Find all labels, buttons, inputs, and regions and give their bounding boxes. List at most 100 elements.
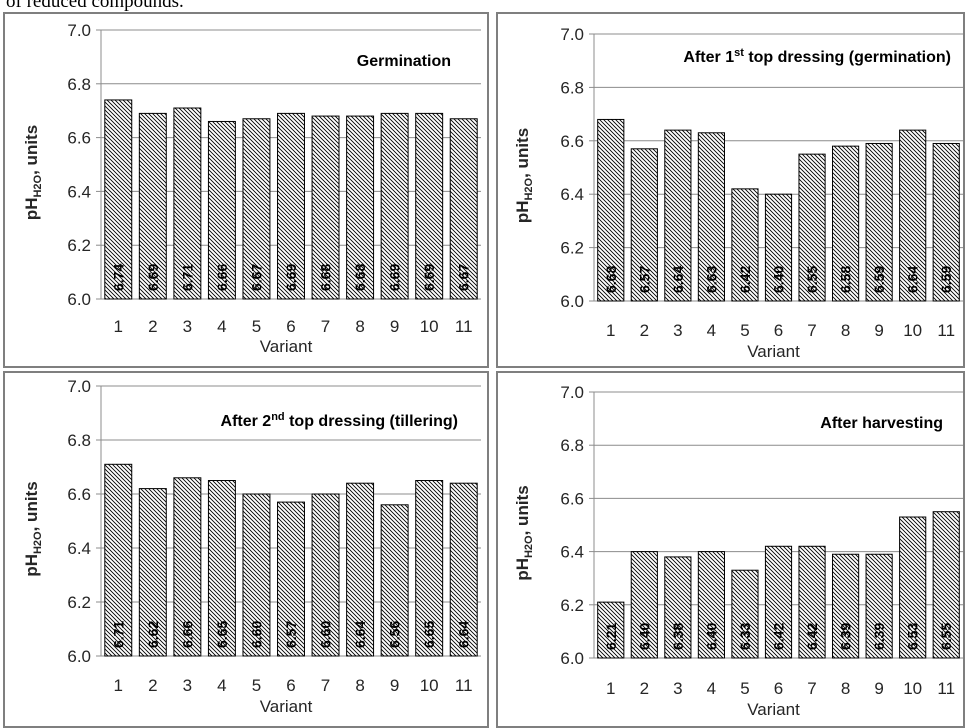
y-tick-label: 6.4: [560, 185, 584, 204]
data-label: 6.62: [145, 621, 161, 648]
data-label: 6.39: [838, 623, 854, 650]
data-label: 6.53: [905, 623, 921, 650]
x-tick-label: 1: [114, 676, 123, 695]
x-tick-label: 11: [937, 321, 955, 340]
chart-title: After 2nd top dressing (tillering): [221, 411, 458, 430]
x-tick-label: 10: [903, 679, 922, 698]
intro-text: of reduced compounds.: [6, 0, 184, 12]
x-tick-label: 8: [841, 321, 850, 340]
bar: [697, 132, 725, 302]
data-label: 6.40: [703, 623, 719, 650]
y-tick-label: 6.8: [67, 431, 91, 450]
data-label: 6.59: [938, 266, 954, 293]
bar: [415, 112, 444, 300]
bar: [380, 504, 409, 657]
y-tick-label: 6.4: [67, 539, 91, 558]
x-tick-label: 1: [606, 679, 615, 698]
bar: [697, 551, 725, 659]
bar: [380, 112, 409, 300]
data-label: 6.39: [871, 623, 887, 650]
chart-title: Germination: [357, 53, 451, 70]
x-tick-label: 2: [148, 676, 157, 695]
x-tick-label: 2: [148, 317, 157, 336]
bar: [449, 118, 478, 300]
bar: [899, 129, 927, 302]
data-label: 6.69: [421, 264, 437, 291]
y-tick-label: 6.0: [67, 290, 91, 309]
data-label: 6.60: [318, 621, 334, 648]
data-label: 6.65: [214, 621, 230, 648]
x-tick-label: 6: [774, 321, 783, 340]
data-label: 6.59: [871, 266, 887, 293]
x-tick-label: 5: [740, 321, 749, 340]
data-label: 6.57: [636, 266, 652, 293]
data-label: 6.33: [737, 623, 753, 650]
x-tick-label: 8: [355, 317, 364, 336]
data-label: 6.66: [214, 264, 230, 291]
chart-svg: 6.0 6.2 6.4 6.6 6.8 7.0 6.21 1 6.40 2 6.38 3 6.40 4 6.…: [513, 383, 963, 719]
bar: [832, 553, 860, 659]
bar: [764, 545, 793, 659]
data-label: 6.65: [421, 621, 437, 648]
bar: [138, 112, 167, 300]
y-tick-label: 6.6: [67, 129, 91, 148]
bar: [346, 482, 375, 657]
data-label: 6.42: [804, 623, 820, 650]
data-label: 6.71: [179, 264, 195, 291]
bar: [597, 118, 625, 302]
x-tick-label: 10: [420, 317, 439, 336]
x-tick-label: 3: [673, 679, 682, 698]
data-label: 6.67: [456, 264, 472, 291]
x-tick-label: 11: [455, 317, 473, 336]
x-tick-label: 1: [114, 317, 123, 336]
chart-after-second-top-dressing: 6.0 6.2 6.4 6.6 6.8 7.0 6.71 1 6.62 2 6.66 3 6.65 4 6.…: [3, 371, 489, 728]
x-axis-title: Variant: [260, 337, 313, 356]
bar: [832, 145, 860, 302]
x-tick-label: 2: [640, 679, 649, 698]
y-tick-label: 6.8: [560, 78, 584, 97]
x-tick-label: 9: [874, 679, 883, 698]
x-axis-title: Variant: [747, 342, 800, 361]
bar: [664, 129, 692, 302]
x-tick-label: 7: [321, 676, 330, 695]
y-axis-title: pHH2O, units: [22, 481, 44, 576]
x-tick-label: 4: [707, 321, 716, 340]
bar: [173, 107, 202, 300]
bar: [899, 516, 927, 659]
data-label: 6.60: [248, 621, 264, 648]
x-tick-label: 9: [390, 676, 399, 695]
y-tick-label: 6.6: [560, 132, 584, 151]
y-tick-label: 6.6: [560, 489, 584, 508]
x-tick-label: 9: [390, 317, 399, 336]
data-label: 6.21: [603, 623, 619, 650]
bar: [311, 115, 340, 300]
y-tick-label: 7.0: [67, 377, 91, 396]
y-axis-title: pHH2O, units: [513, 128, 535, 223]
bar: [731, 188, 759, 302]
y-tick-label: 6.4: [560, 543, 584, 562]
data-label: 6.68: [603, 266, 619, 293]
x-tick-label: 1: [606, 321, 615, 340]
x-tick-label: 6: [774, 679, 783, 698]
bar: [798, 153, 826, 302]
x-tick-label: 5: [252, 317, 261, 336]
chart-svg: 6.0 6.2 6.4 6.6 6.8 7.0 6.71 1 6.62 2 6.66 3 6.65 4 6.…: [22, 377, 481, 716]
data-label: 6.66: [179, 621, 195, 648]
x-tick-label: 4: [707, 679, 716, 698]
bar: [311, 493, 340, 657]
x-tick-label: 2: [640, 321, 649, 340]
y-tick-label: 6.2: [67, 593, 91, 612]
x-tick-label: 7: [807, 679, 816, 698]
bar: [104, 99, 133, 300]
data-label: 6.42: [737, 266, 753, 293]
x-tick-label: 3: [183, 317, 192, 336]
chart-after-harvesting: 6.0 6.2 6.4 6.6 6.8 7.0 6.21 1 6.40 2 6.38 3 6.40 4 6.…: [496, 371, 965, 728]
data-label: 6.68: [352, 264, 368, 291]
data-label: 6.68: [318, 264, 334, 291]
data-label: 6.63: [703, 266, 719, 293]
bar: [415, 480, 444, 657]
data-label: 6.64: [905, 266, 921, 293]
x-tick-label: 8: [355, 676, 364, 695]
y-tick-label: 7.0: [67, 21, 91, 40]
chart-germination: 6.0 6.2 6.4 6.6 6.8 7.0 6.74 1 6.69 2 6.71 3 6.66 4 6.…: [3, 12, 489, 368]
